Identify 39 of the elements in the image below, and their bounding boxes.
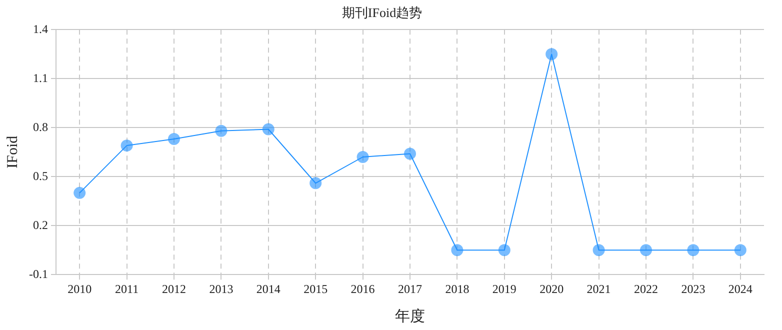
point: [734, 244, 746, 256]
x-tick-label: 2024: [728, 282, 752, 296]
point: [404, 148, 416, 160]
point: [592, 244, 605, 256]
x-axis-title: 年度: [395, 308, 425, 325]
point: [310, 177, 322, 190]
x-tick-label: 2010: [68, 282, 92, 296]
point: [356, 151, 369, 163]
point: [687, 244, 700, 256]
x-tick-label: 2023: [681, 282, 706, 296]
point: [74, 186, 86, 199]
y-tick-label: 0.5: [32, 168, 48, 183]
x-tick-label: 2017: [398, 282, 422, 296]
point: [168, 133, 180, 146]
point: [640, 244, 652, 256]
point: [215, 124, 228, 137]
x-tick-label: 2022: [634, 282, 658, 296]
point: [498, 244, 510, 256]
x-tick-label: 2020: [540, 282, 564, 296]
x-tick-label: 2012: [162, 282, 186, 296]
y-axis-title: IFoid: [4, 135, 21, 168]
point: [546, 48, 558, 60]
x-tick-label: 2014: [256, 282, 280, 296]
chart-title: 期刊IFoid趋势: [342, 5, 422, 20]
x-tick-label: 2015: [304, 282, 328, 296]
y-tick-label: 1.1: [32, 70, 48, 85]
point: [451, 244, 464, 256]
x-tick-label: 2018: [445, 282, 470, 296]
x-tick-label: 2019: [492, 282, 516, 296]
y-tick-label: -0.1: [28, 266, 48, 281]
point: [262, 123, 274, 136]
point: [120, 140, 133, 152]
y-tick-label: 1.4: [32, 22, 48, 36]
y-tick-label: 0.8: [32, 120, 48, 134]
x-tick-label: 2016: [350, 282, 375, 296]
x-tick-label: 2021: [586, 282, 611, 296]
y-tick-label: 0.2: [32, 218, 48, 232]
x-tick-label: 2013: [209, 282, 234, 296]
x-tick-label: 2011: [115, 282, 139, 296]
